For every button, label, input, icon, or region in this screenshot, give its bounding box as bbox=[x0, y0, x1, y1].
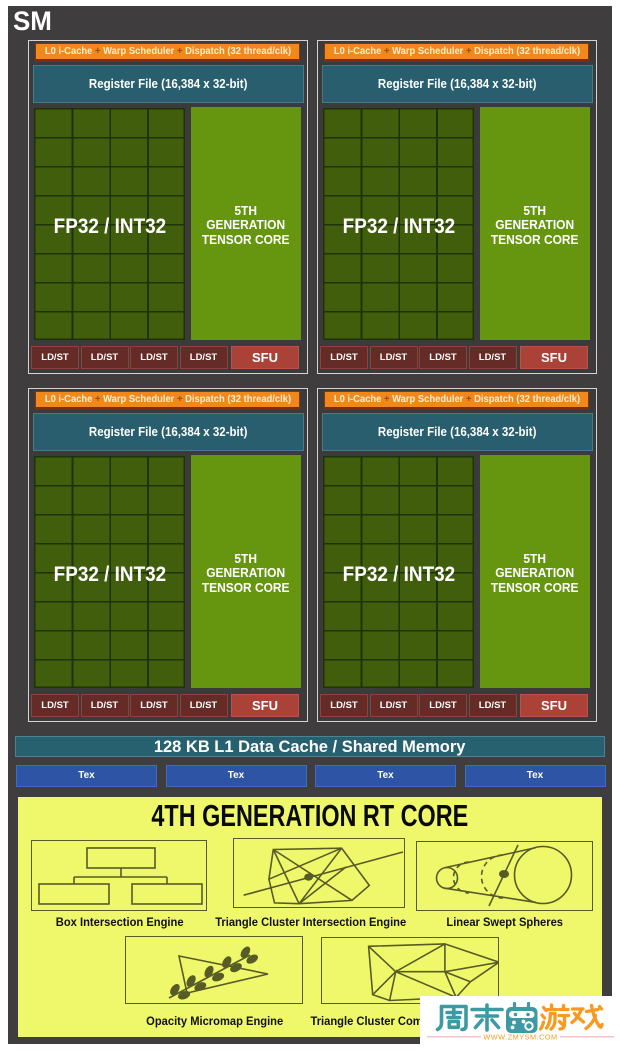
svg-text:WWW.ZMYSM.COM: WWW.ZMYSM.COM bbox=[483, 1033, 557, 1042]
